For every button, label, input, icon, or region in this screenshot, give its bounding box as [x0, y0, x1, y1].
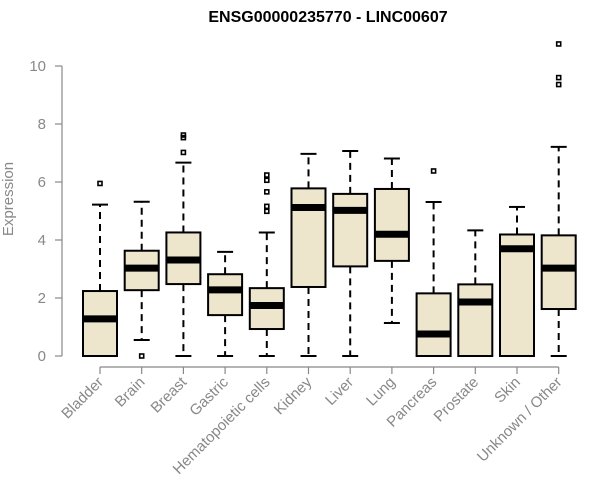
- iqr-box: [540, 234, 577, 311]
- y-tick-label: 0: [38, 348, 46, 365]
- y-tick-label: 8: [38, 116, 46, 133]
- box-lung: [373, 157, 410, 324]
- box-series: [82, 41, 577, 359]
- iqr-box: [415, 292, 452, 357]
- y-axis: 0 2 4 6 8 10: [29, 58, 63, 365]
- x-tick-label: Breast: [148, 373, 191, 416]
- outlier-point: [138, 353, 145, 359]
- y-tick-label: 6: [38, 174, 46, 191]
- iqr-box: [373, 187, 410, 262]
- outlier-point: [263, 203, 270, 210]
- x-tick-label: Brain: [112, 374, 149, 411]
- outlier-point: [555, 41, 562, 47]
- x-tick-label: Kidney: [271, 373, 316, 418]
- x-tick-label: Lung: [363, 374, 399, 410]
- outlier-point: [180, 132, 187, 138]
- box-pancreas: [415, 168, 452, 357]
- outlier-point: [263, 177, 270, 184]
- outlier-point: [555, 81, 562, 88]
- box-unknown-other: [540, 41, 577, 357]
- outlier-point: [430, 168, 437, 174]
- x-tick-label: Bladder: [58, 374, 107, 423]
- outlier-point: [180, 149, 187, 156]
- x-tick-label: Liver: [322, 374, 357, 409]
- iqr-box: [207, 273, 244, 317]
- y-axis-label: Expression: [0, 162, 17, 236]
- box-prostate: [457, 229, 494, 357]
- box-kidney: [290, 152, 327, 357]
- y-tick-label: 2: [38, 290, 46, 307]
- box-breast: [165, 132, 202, 357]
- iqr-box: [290, 187, 327, 288]
- chart-title: ENSG00000235770 - LINC00607: [208, 9, 447, 26]
- iqr-box: [499, 233, 535, 358]
- x-tick-label: Skin: [491, 374, 524, 407]
- box-brain: [123, 200, 160, 359]
- box-hematopoietic-cells: [248, 172, 285, 357]
- y-tick-label: 4: [38, 232, 46, 249]
- x-tick-label: Prostate: [431, 374, 483, 426]
- outlier-point: [97, 180, 103, 187]
- iqr-box: [82, 290, 118, 358]
- outlier-point: [555, 74, 562, 81]
- box-gastric: [207, 250, 244, 357]
- iqr-box: [332, 192, 369, 268]
- outlier-point: [263, 172, 270, 178]
- iqr-box: [457, 283, 494, 357]
- outlier-point: [263, 208, 270, 215]
- y-tick-label: 10: [29, 58, 46, 75]
- box-liver: [332, 149, 369, 357]
- outlier-point: [263, 189, 270, 195]
- box-bladder: [82, 180, 118, 358]
- box-skin: [499, 205, 535, 358]
